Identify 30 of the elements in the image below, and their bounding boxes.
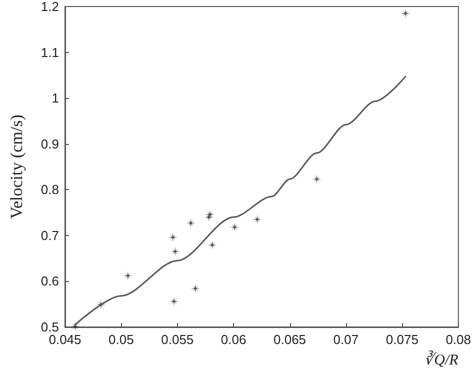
y-tick-label: 0.8	[40, 182, 59, 198]
point	[312, 174, 322, 184]
x-axis-title: ∛Q/R	[424, 350, 458, 368]
y-tick-label: 1.1	[40, 44, 59, 60]
point	[252, 214, 262, 224]
y-tick-label: 0.9	[40, 136, 59, 152]
point	[186, 218, 196, 228]
x-tick-label: 0.08	[446, 332, 472, 347]
y-tick-label: 0.7	[40, 228, 59, 243]
y-tick-label: 0.6	[40, 274, 59, 289]
point	[190, 284, 200, 294]
y-tick-label: 1	[52, 90, 59, 106]
x-tick-label: 0.075	[386, 332, 418, 347]
point	[123, 271, 132, 280]
x-tick-label: 0.05	[108, 332, 134, 347]
x-tick-label: 0.06	[220, 332, 246, 347]
y-axis-title: Velocity (cm/s)	[7, 114, 26, 219]
x-tick-label: 0.07	[333, 332, 359, 347]
point	[170, 296, 179, 306]
x-tick-label: 0.065	[273, 332, 306, 347]
x-tick-label: 0.055	[161, 332, 194, 347]
point	[208, 240, 217, 250]
x-tick-label: 0.045	[48, 332, 82, 347]
point	[170, 246, 180, 256]
point	[401, 8, 410, 18]
point	[205, 210, 214, 219]
point	[230, 222, 240, 232]
point	[168, 232, 178, 242]
y-tick-label: 0.5	[40, 320, 59, 334]
y-tick-label: 1.2	[40, 0, 59, 14]
